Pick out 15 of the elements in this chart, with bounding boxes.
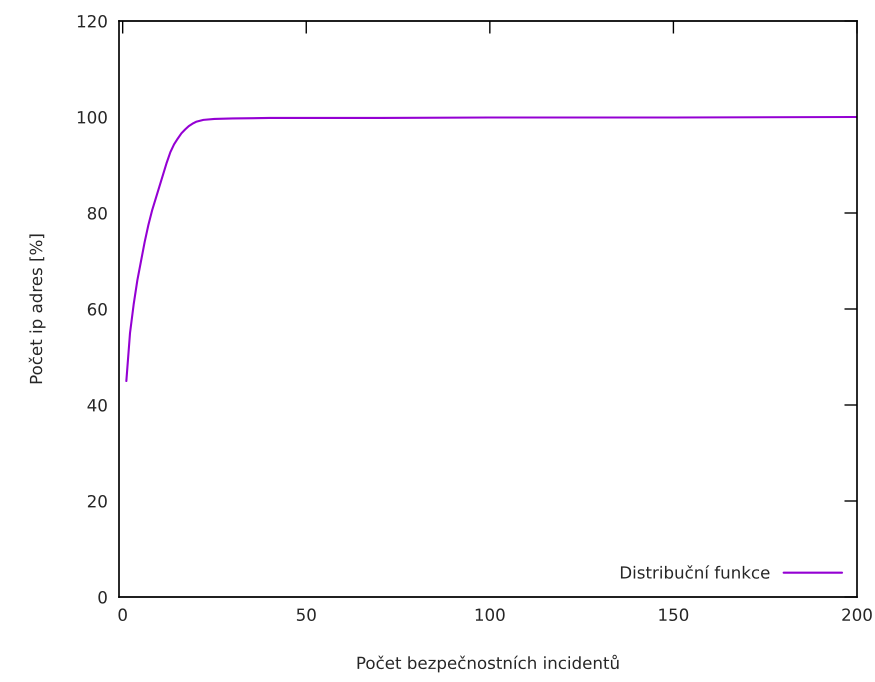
- y-tick-label: 100: [78, 110, 107, 124]
- x-tick-label: 0: [118, 608, 127, 622]
- y-tick-label: 80: [88, 206, 107, 220]
- y-tick-label: 40: [87, 398, 107, 412]
- x-tick-label: 100: [476, 608, 505, 622]
- x-tick-label: 150: [659, 608, 688, 622]
- y-axis-title: Počet ip adres [%]: [28, 234, 46, 384]
- y-tick-label: 0: [98, 590, 107, 604]
- x-tick-label: 200: [842, 608, 872, 622]
- y-tick-label: 20: [88, 494, 107, 508]
- y-tick-label: 60: [88, 302, 107, 316]
- y-tick-label: 120: [78, 14, 107, 28]
- x-axis-title: Počet bezpečnostních incidentů: [358, 654, 619, 672]
- legend-label: Distribuční funkce: [620, 565, 770, 579]
- x-tick-label: 50: [296, 608, 316, 622]
